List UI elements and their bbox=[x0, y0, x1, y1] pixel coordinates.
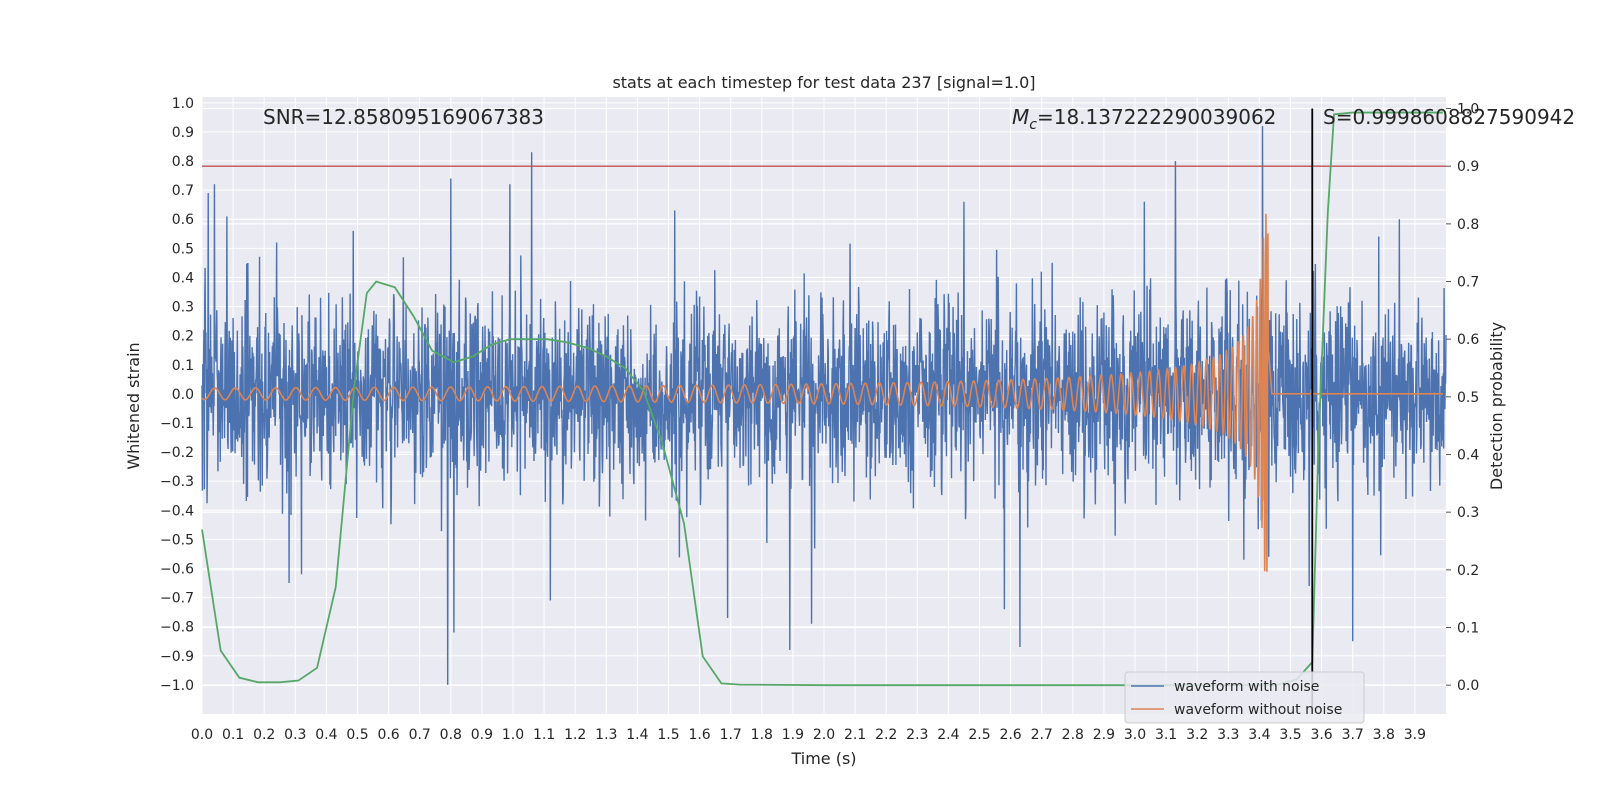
y-tick-label: 0.7 bbox=[172, 183, 194, 199]
legend: waveform with noise waveform without noi… bbox=[1124, 671, 1365, 724]
x-tick-label: 2.6 bbox=[999, 727, 1021, 743]
y-tick-label: −0.1 bbox=[160, 416, 194, 432]
x-tick-label: 1.6 bbox=[688, 727, 710, 743]
x-axis-label: Time (s) bbox=[790, 749, 856, 768]
y2-tick-label: 0.7 bbox=[1457, 275, 1479, 291]
y-tick-label: −0.8 bbox=[160, 620, 194, 636]
x-tick-label: 2.7 bbox=[1031, 727, 1053, 743]
x-tick-label: 0.1 bbox=[222, 727, 244, 743]
y-tick-label: −0.4 bbox=[160, 503, 194, 519]
chirp-mass-annotation: Mc=18.137222290039062 bbox=[1012, 105, 1276, 133]
x-tick-label: 3.8 bbox=[1373, 727, 1395, 743]
y2-tick-label: 0.3 bbox=[1457, 505, 1479, 521]
chirp-mass-value: =18.137222290039062 bbox=[1037, 105, 1276, 129]
x-tick-label: 1.5 bbox=[657, 727, 679, 743]
chart-title: stats at each timestep for test data 237… bbox=[612, 73, 1035, 92]
x-tick-label: 3.9 bbox=[1404, 727, 1426, 743]
x-tick-label: 1.2 bbox=[564, 727, 586, 743]
x-tick-label: 2.2 bbox=[875, 727, 897, 743]
x-tick-label: 2.0 bbox=[813, 727, 835, 743]
y2-tick-label: 0.5 bbox=[1457, 390, 1479, 406]
y2-tick-label: 0.8 bbox=[1457, 217, 1479, 233]
x-tick-label: 2.9 bbox=[1093, 727, 1115, 743]
legend-frame bbox=[1124, 671, 1365, 724]
x-tick-label: 0.0 bbox=[191, 727, 213, 743]
y2-tick-label: 0.9 bbox=[1457, 159, 1479, 175]
y-tick-label: −0.7 bbox=[160, 591, 194, 607]
x-tick-label: 3.6 bbox=[1310, 727, 1332, 743]
series-line-waveform-without-noise bbox=[201, 213, 1443, 572]
y-tick-label: 1.0 bbox=[172, 96, 194, 112]
snr-annotation: SNR=12.858095169067383 bbox=[263, 105, 544, 129]
y-tick-label: −0.3 bbox=[160, 474, 194, 490]
x-tick-label: 1.3 bbox=[595, 727, 617, 743]
x-tick-label: 3.0 bbox=[1124, 727, 1146, 743]
x-tick-label: 1.7 bbox=[720, 727, 742, 743]
chirp-mass-symbol: M bbox=[1012, 105, 1029, 129]
y-tick-label: 0.3 bbox=[172, 300, 194, 316]
y2-tick-label: 0.0 bbox=[1457, 678, 1479, 694]
x-tick-label: 2.4 bbox=[937, 727, 959, 743]
x-tick-label: 2.5 bbox=[968, 727, 990, 743]
y-tick-label: 0.0 bbox=[172, 387, 194, 403]
x-tick-label: 2.1 bbox=[844, 727, 866, 743]
y-tick-label: −1.0 bbox=[160, 678, 194, 694]
x-tick-label: 3.7 bbox=[1342, 727, 1364, 743]
x-tick-label: 0.6 bbox=[377, 727, 399, 743]
chirp-mass-subscript: c bbox=[1029, 117, 1037, 133]
x-tick-label: 3.5 bbox=[1279, 727, 1301, 743]
y-tick-label: 0.6 bbox=[172, 212, 194, 228]
x-tick-label: 1.9 bbox=[782, 727, 804, 743]
y-tick-label: 0.9 bbox=[172, 125, 194, 141]
y2-tick-label: 0.6 bbox=[1457, 332, 1479, 348]
x-tick-label: 0.8 bbox=[440, 727, 462, 743]
y2-tick-label: 0.4 bbox=[1457, 448, 1479, 464]
y-axis-label: Whitened strain bbox=[124, 342, 143, 469]
legend-label-clean: waveform without noise bbox=[1174, 702, 1342, 718]
x-tick-label: 3.3 bbox=[1217, 727, 1239, 743]
y2-tick-label: 0.1 bbox=[1457, 621, 1479, 637]
y-tick-label: −0.6 bbox=[160, 561, 194, 577]
x-tick-label: 0.4 bbox=[315, 727, 337, 743]
x-tick-label: 1.0 bbox=[502, 727, 524, 743]
x-tick-label: 0.2 bbox=[253, 727, 275, 743]
y2-axis-ticks: 1.0 0.9 0.8 0.7 0.6 0.5 0.4 0.3 0.2 0.1 0.0 bbox=[1446, 102, 1479, 694]
x-axis-ticks: 0.0 0.1 0.2 0.3 0.4 0.5 0.6 0.7 0.8 0.9 1.0 1.1 1.2 1… bbox=[191, 727, 1426, 743]
y2-tick-label: 1.0 bbox=[1457, 102, 1479, 118]
y-tick-label: −0.5 bbox=[160, 532, 194, 548]
x-tick-label: 3.2 bbox=[1186, 727, 1208, 743]
x-tick-label: 2.3 bbox=[906, 727, 928, 743]
series-line-waveform-with-noise bbox=[201, 126, 1447, 685]
x-tick-label: 0.3 bbox=[284, 727, 306, 743]
y-tick-label: 0.2 bbox=[172, 329, 194, 345]
x-tick-label: 2.8 bbox=[1062, 727, 1084, 743]
y-tick-label: 0.1 bbox=[172, 358, 194, 374]
y2-axis-label: Detection probability bbox=[1487, 322, 1506, 490]
y-tick-label: −0.9 bbox=[160, 649, 194, 665]
x-tick-label: 3.4 bbox=[1248, 727, 1270, 743]
x-tick-label: 0.9 bbox=[471, 727, 493, 743]
x-tick-label: 0.7 bbox=[409, 727, 431, 743]
y-tick-label: 0.8 bbox=[172, 154, 194, 170]
y-tick-label: 0.4 bbox=[172, 270, 194, 286]
legend-label-noise: waveform with noise bbox=[1174, 679, 1319, 695]
y-tick-label: 0.5 bbox=[172, 241, 194, 257]
x-tick-label: 1.1 bbox=[533, 727, 555, 743]
y2-tick-label: 0.2 bbox=[1457, 563, 1479, 579]
y-tick-label: −0.2 bbox=[160, 445, 194, 461]
y-axis-ticks: 1.0 0.9 0.8 0.7 0.6 0.5 0.4 0.3 0.2 0.1 0.0 −0.1 −0.… bbox=[160, 96, 194, 694]
x-tick-label: 1.8 bbox=[751, 727, 773, 743]
score-annotation: S=0.9998608827590942 bbox=[1323, 105, 1575, 129]
x-tick-label: 0.5 bbox=[346, 727, 368, 743]
x-tick-label: 1.4 bbox=[626, 727, 648, 743]
x-tick-label: 3.1 bbox=[1155, 727, 1177, 743]
